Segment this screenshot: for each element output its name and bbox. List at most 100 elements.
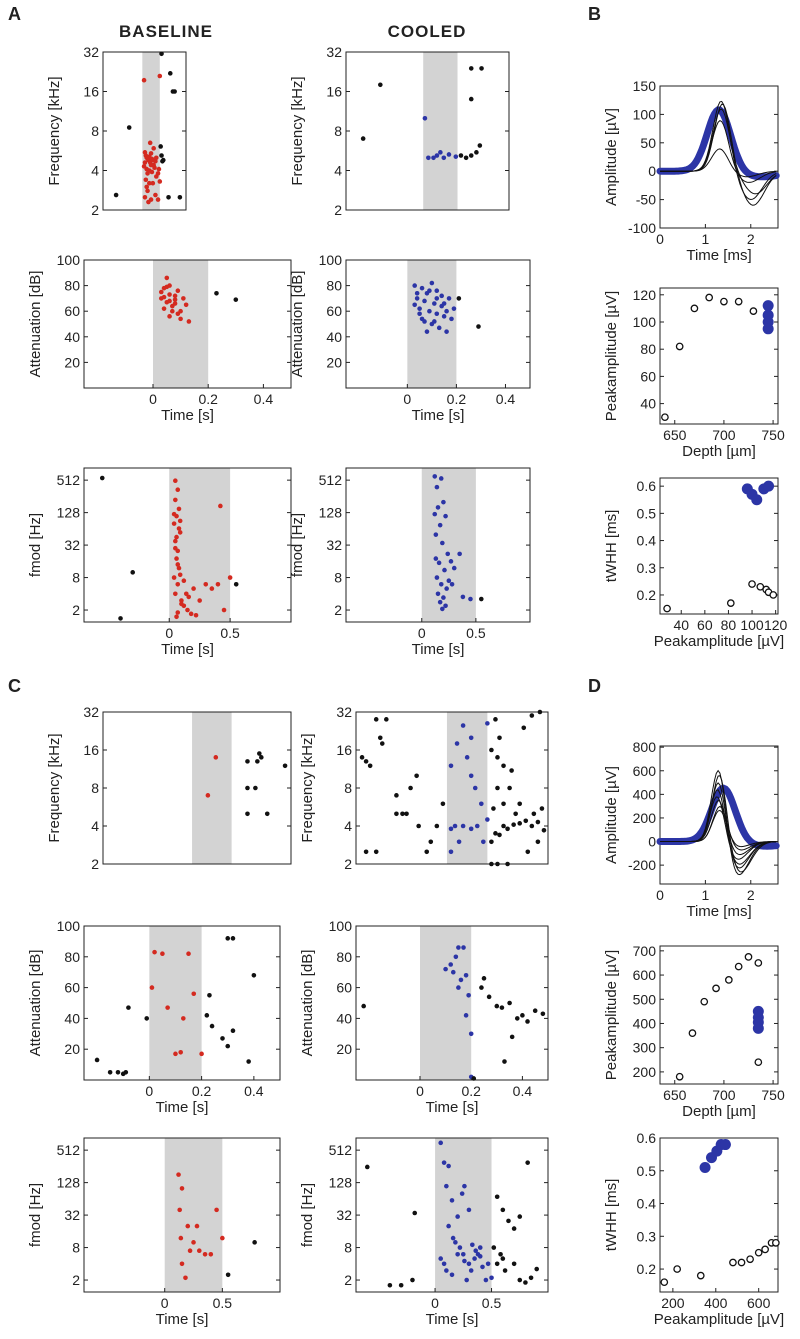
data-point bbox=[178, 1049, 183, 1055]
data-point bbox=[434, 296, 440, 301]
x-tick-label: 0.5 bbox=[213, 1295, 233, 1311]
y-tick-label: -100 bbox=[628, 220, 656, 236]
y-axis-label: fmod [Hz] bbox=[27, 513, 44, 577]
data-point bbox=[282, 763, 288, 769]
data-point bbox=[468, 735, 474, 741]
chart-c-att-cool: 20 40 60 80 100 0 0.2 0.4 Time [s] Attenuation [d… bbox=[299, 918, 549, 1116]
data-point bbox=[511, 822, 516, 827]
baseline-point bbox=[748, 580, 756, 588]
y-tick-label: 0.5 bbox=[637, 505, 657, 521]
data-point bbox=[446, 578, 452, 583]
data-point bbox=[158, 289, 164, 295]
data-point bbox=[107, 1070, 113, 1075]
cooled-point bbox=[763, 480, 775, 492]
y-tick-label: 4 bbox=[344, 818, 352, 834]
data-point bbox=[360, 136, 366, 141]
data-point bbox=[156, 166, 162, 172]
data-point bbox=[485, 817, 490, 822]
data-point bbox=[539, 806, 545, 811]
data-point bbox=[204, 1013, 210, 1018]
y-tick-label: 0.2 bbox=[637, 1261, 657, 1277]
data-point bbox=[507, 785, 512, 791]
y-tick-label: 100 bbox=[319, 252, 343, 268]
data-point bbox=[177, 1207, 182, 1213]
data-point bbox=[155, 197, 161, 202]
data-point bbox=[172, 297, 178, 302]
data-point bbox=[521, 725, 527, 731]
x-tick-label: 0 bbox=[416, 1083, 424, 1099]
baseline-point bbox=[754, 1248, 763, 1257]
data-point bbox=[440, 801, 446, 807]
data-point bbox=[432, 474, 438, 479]
x-axis-label: Time [s] bbox=[412, 407, 465, 424]
data-point bbox=[424, 849, 430, 855]
plot-frame bbox=[659, 945, 779, 1085]
data-point bbox=[448, 559, 454, 564]
data-point bbox=[523, 1280, 528, 1285]
data-point bbox=[448, 763, 454, 769]
data-point bbox=[178, 308, 183, 314]
data-point bbox=[525, 1160, 530, 1165]
y-tick-label: 80 bbox=[64, 278, 80, 294]
data-point bbox=[173, 538, 178, 544]
baseline-waveform bbox=[660, 809, 777, 848]
data-point bbox=[142, 150, 148, 155]
baseline-point bbox=[675, 342, 684, 351]
data-point bbox=[394, 793, 399, 798]
y-tick-label: 2 bbox=[72, 1272, 80, 1288]
data-point bbox=[479, 66, 484, 71]
y-tick-label: -200 bbox=[628, 857, 656, 873]
data-point bbox=[130, 570, 136, 575]
stimulus-window-shade bbox=[192, 712, 232, 864]
data-point bbox=[456, 985, 461, 990]
data-point bbox=[373, 849, 379, 855]
baseline-waveform bbox=[660, 148, 777, 178]
y-tick-label: 128 bbox=[329, 1175, 353, 1191]
data-point bbox=[483, 1277, 489, 1283]
x-axis-label: Time [s] bbox=[161, 407, 214, 424]
data-point bbox=[529, 823, 535, 829]
data-point bbox=[498, 1252, 503, 1257]
y-tick-label: 80 bbox=[326, 278, 342, 294]
data-point bbox=[444, 586, 449, 591]
y-tick-label: 80 bbox=[336, 949, 352, 965]
data-point bbox=[429, 280, 435, 286]
y-tick-label: 100 bbox=[633, 314, 657, 330]
data-point bbox=[150, 180, 156, 186]
data-point bbox=[126, 125, 132, 130]
x-axis-label: Time [ms] bbox=[686, 247, 751, 264]
data-point bbox=[170, 308, 175, 314]
data-point bbox=[446, 1163, 451, 1169]
data-point bbox=[473, 1248, 479, 1253]
data-point bbox=[161, 306, 167, 311]
data-point bbox=[439, 293, 444, 299]
data-point bbox=[147, 168, 152, 173]
x-axis-label: Depth [µm] bbox=[682, 1103, 756, 1120]
data-point bbox=[166, 194, 171, 200]
data-point bbox=[160, 159, 165, 164]
baseline-point bbox=[761, 1245, 769, 1254]
data-point bbox=[115, 1070, 121, 1075]
data-point bbox=[173, 478, 178, 484]
data-point bbox=[444, 1268, 449, 1273]
data-point bbox=[181, 578, 187, 583]
data-point bbox=[173, 497, 178, 503]
cooled-point bbox=[762, 323, 774, 335]
data-point bbox=[363, 759, 369, 764]
data-point bbox=[417, 306, 422, 311]
data-point bbox=[176, 1172, 181, 1177]
data-point bbox=[144, 184, 149, 190]
y-tick-label: 20 bbox=[64, 354, 80, 370]
data-point bbox=[479, 801, 484, 807]
y-tick-label: 400 bbox=[633, 786, 657, 802]
data-point bbox=[246, 1059, 251, 1064]
data-point bbox=[221, 607, 227, 613]
data-point bbox=[478, 596, 484, 602]
data-point bbox=[259, 755, 264, 760]
data-point bbox=[479, 985, 484, 990]
data-point bbox=[494, 1194, 500, 1200]
y-tick-label: 50 bbox=[640, 135, 656, 151]
y-tick-label: 2 bbox=[344, 856, 352, 872]
data-point bbox=[491, 806, 496, 811]
data-point bbox=[531, 811, 537, 817]
